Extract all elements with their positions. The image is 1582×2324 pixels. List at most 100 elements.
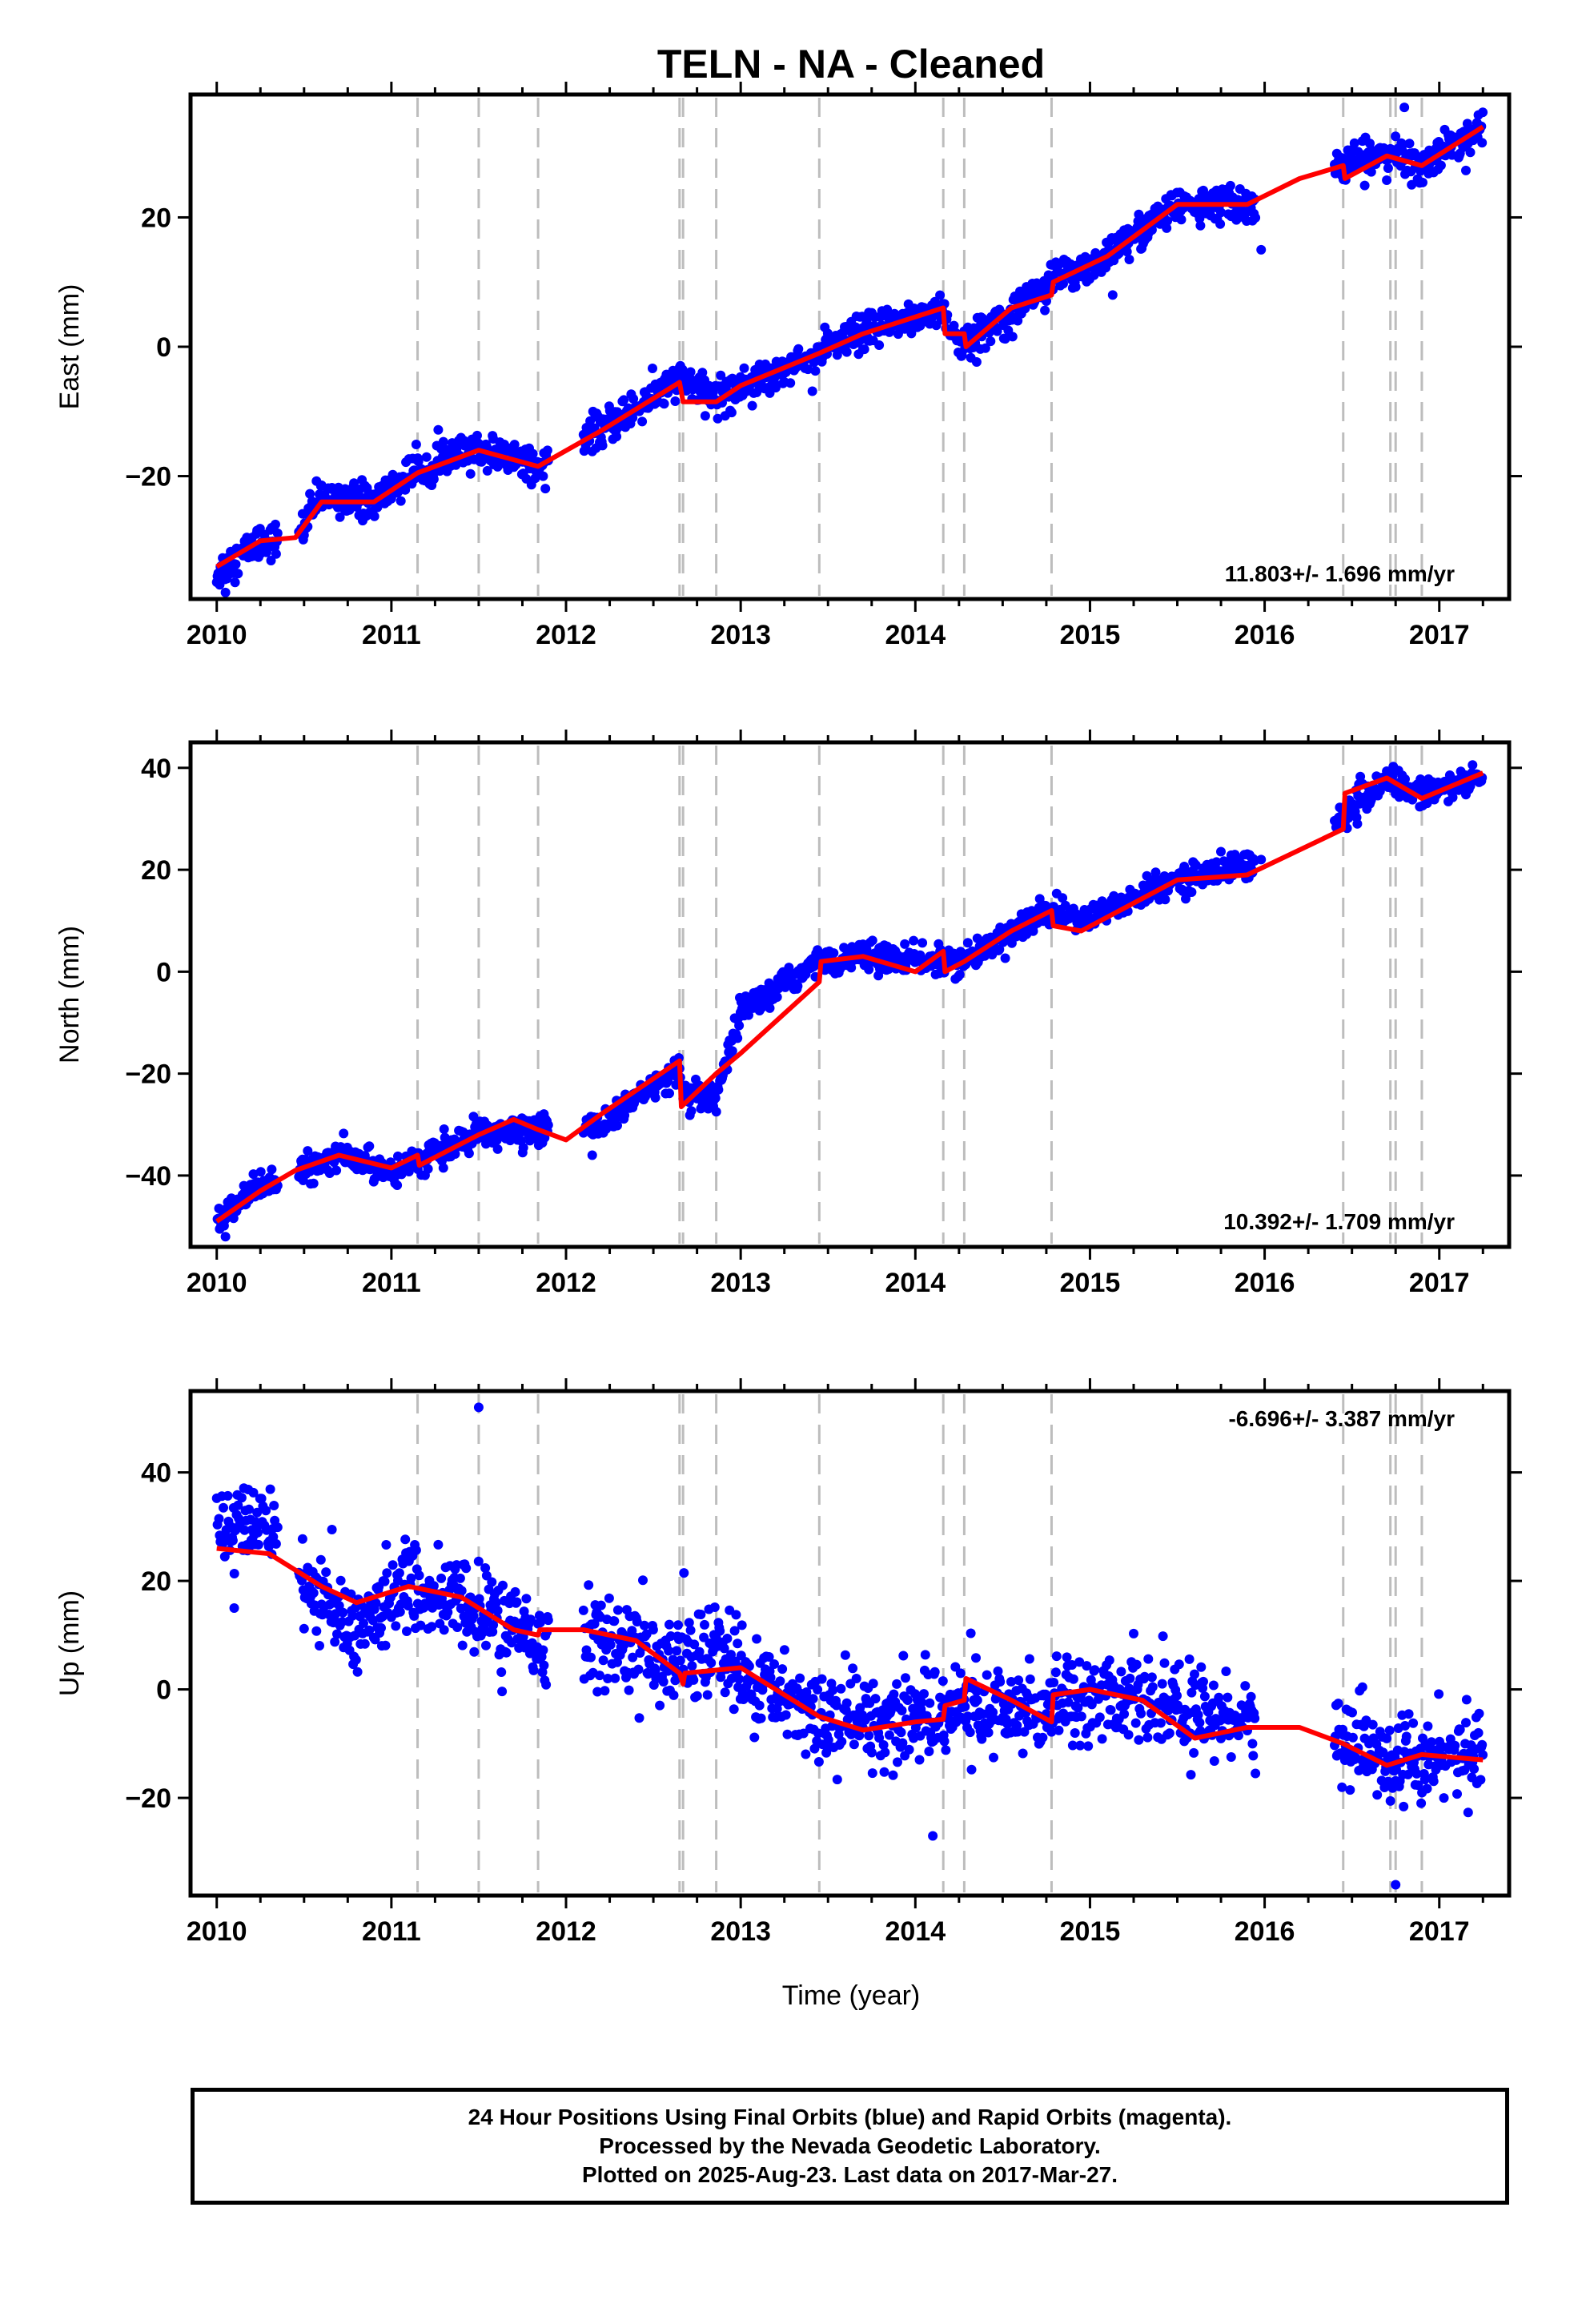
up-data-point [1159, 1658, 1170, 1668]
east-points-group [211, 103, 1488, 597]
north-y-tick-label: −20 [125, 1059, 171, 1090]
north-rate-label: 10.392+/- 1.709 mm/yr [1223, 1209, 1455, 1234]
east-data-point [807, 386, 817, 396]
up-data-point [752, 1634, 762, 1644]
up-data-point [1076, 1711, 1086, 1722]
up-data-point [1143, 1654, 1154, 1664]
east-data-point [986, 336, 996, 347]
up-data-point [781, 1710, 791, 1720]
up-data-point [351, 1655, 361, 1665]
up-data-point [902, 1695, 913, 1705]
up-data-point [737, 1620, 747, 1630]
up-data-point [898, 1651, 909, 1661]
north-data-point [404, 1167, 414, 1176]
up-data-point [1208, 1680, 1219, 1691]
east-data-point [971, 357, 982, 367]
up-data-point [1190, 1669, 1199, 1679]
east-data-point [716, 370, 726, 380]
east-x-tick-label: 2016 [1235, 620, 1295, 650]
east-data-point [1176, 215, 1186, 225]
east-data-point [700, 411, 710, 421]
east-x-tick-label: 2014 [885, 620, 946, 650]
up-data-point [914, 1755, 925, 1765]
up-data-point [1416, 1798, 1427, 1808]
north-data-point [308, 1178, 319, 1188]
up-data-point [1476, 1775, 1486, 1785]
up-data-point [457, 1640, 468, 1651]
up-data-point [253, 1527, 263, 1538]
up-data-point [1221, 1667, 1231, 1676]
up-data-point [851, 1674, 861, 1683]
up-data-point [941, 1745, 951, 1755]
up-data-point [955, 1668, 966, 1679]
north-data-point [1216, 846, 1226, 857]
east-data-point [1040, 305, 1050, 316]
up-data-point [813, 1757, 824, 1767]
up-data-point [538, 1645, 548, 1655]
north-data-point [303, 1146, 313, 1156]
east-y-tick-label: 20 [141, 203, 171, 233]
north-data-point [543, 1120, 553, 1130]
up-data-point [888, 1770, 898, 1780]
north-data-point [867, 935, 877, 946]
up-data-point [971, 1653, 981, 1663]
up-data-point [848, 1663, 858, 1674]
east-data-point [859, 344, 869, 355]
up-data-point [1068, 1674, 1078, 1684]
up-data-point [673, 1620, 683, 1630]
north-outlier-point [1256, 854, 1267, 865]
east-y-tick-label: 0 [156, 332, 171, 363]
up-data-point [982, 1670, 992, 1680]
east-outlier-point [1256, 244, 1267, 255]
footer-line-1: 24 Hour Positions Using Final Orbits (bl… [468, 2105, 1232, 2129]
north-y-tick-label: −40 [125, 1161, 171, 1192]
north-data-point [829, 948, 839, 959]
east-data-point [428, 474, 439, 485]
east-data-point [1365, 139, 1375, 149]
up-data-point [229, 1569, 239, 1578]
up-data-point [1461, 1695, 1472, 1705]
up-data-point [709, 1602, 720, 1612]
up-data-point [893, 1757, 902, 1767]
up-data-point [321, 1567, 331, 1578]
east-data-point [597, 440, 608, 451]
north-data-point [492, 1144, 503, 1154]
up-outlier-point [229, 1602, 239, 1613]
up-data-point [381, 1540, 391, 1550]
up-data-point [1131, 1659, 1142, 1670]
up-data-point [1214, 1692, 1224, 1703]
footer-line-2: Processed by the Nevada Geodetic Laborat… [599, 2133, 1101, 2158]
up-data-point [584, 1580, 594, 1590]
up-data-point [1345, 1785, 1355, 1795]
up-data-point [315, 1641, 324, 1651]
north-data-point [423, 1164, 433, 1174]
east-data-point [509, 440, 520, 450]
north-data-point [710, 1093, 721, 1104]
east-data-point [1199, 185, 1208, 195]
north-data-point [727, 1046, 737, 1056]
east-data-point [841, 347, 852, 357]
up-data-point [749, 1732, 760, 1743]
up-data-point [925, 1698, 935, 1708]
east-x-tick-label: 2017 [1409, 620, 1470, 650]
up-data-point [1473, 1727, 1484, 1738]
east-data-point [1359, 180, 1370, 191]
up-data-point [1423, 1721, 1433, 1731]
east-data-point [861, 316, 872, 326]
panel-east: 2010 2011 2012 2013 2014 2015 2016 2017 −20 0 20 Ea… [54, 82, 1522, 650]
up-data-point [586, 1652, 596, 1663]
up-data-point [439, 1625, 449, 1635]
up-data-point [1199, 1676, 1208, 1687]
up-data-point [808, 1694, 818, 1704]
east-data-point [935, 290, 946, 300]
east-data-point [271, 549, 281, 559]
up-data-point [828, 1685, 838, 1695]
up-data-point [539, 1660, 549, 1671]
up-y-tick-label: 0 [156, 1675, 171, 1706]
up-data-point [452, 1622, 463, 1632]
east-data-point [713, 413, 723, 424]
up-data-point [1419, 1775, 1430, 1785]
up-data-point [1434, 1689, 1444, 1699]
north-data-point [765, 1003, 775, 1013]
